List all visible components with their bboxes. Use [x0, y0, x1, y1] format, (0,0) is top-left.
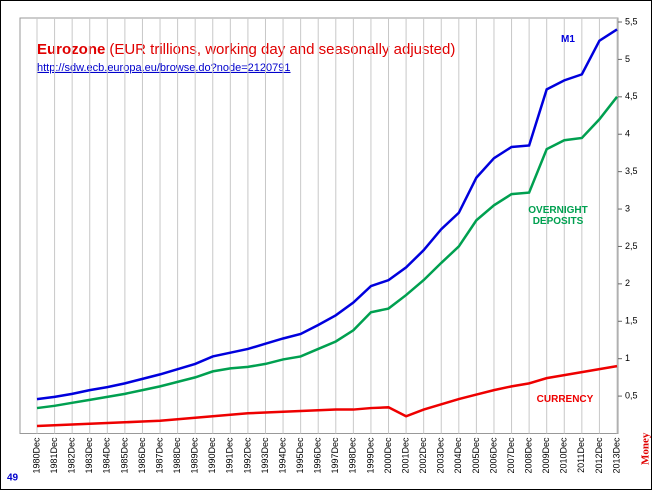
x-tick-label: 1988Dec — [172, 437, 182, 474]
y-tick-label: 2 — [625, 278, 630, 288]
x-tick-label: 2009Dec — [541, 437, 551, 474]
series-line — [36, 96, 618, 410]
series-label: CURRENCY — [536, 394, 594, 405]
y-tick-label: 0,5 — [625, 390, 638, 400]
x-tick-label: 2008Dec — [523, 437, 533, 474]
x-tick-label: 2010Dec — [559, 437, 569, 474]
x-tick-label: 2007Dec — [506, 437, 516, 474]
y-tick-label: 5,5 — [625, 16, 638, 26]
x-tick-label: 1994Dec — [277, 437, 287, 474]
x-tick-label: 1996Dec — [313, 437, 323, 474]
series-label: M1 — [561, 34, 575, 45]
side-label: Money — [640, 432, 652, 465]
x-tick-label: 1989Dec — [190, 437, 200, 474]
y-tick-label: 5 — [625, 54, 630, 64]
x-tick-label: 2005Dec — [471, 437, 481, 474]
x-tick-label: 2012Dec — [594, 437, 604, 474]
title-bold: Eurozone — [37, 41, 105, 58]
x-tick-label: 1981Dec — [49, 437, 59, 474]
y-tick-label: 4 — [625, 129, 630, 139]
x-tick-label: 1983Dec — [84, 437, 94, 474]
x-tick-label: 2002Dec — [418, 437, 428, 474]
x-tick-label: 1993Dec — [260, 437, 270, 474]
y-tick-label: 3,5 — [625, 166, 638, 176]
plot-frame — [19, 17, 619, 434]
subtitle: (EUR trillions, working day and seasonal… — [109, 41, 455, 58]
y-tick-label: 1,5 — [625, 316, 638, 326]
x-tick-label: 1991Dec — [225, 437, 235, 474]
y-tick-label: 1 — [625, 353, 630, 363]
y-tick-label: 4,5 — [625, 91, 638, 101]
x-tick-label: 1997Dec — [330, 437, 340, 474]
x-tick-label: 2004Dec — [453, 437, 463, 474]
x-tick-label: 1980Dec — [31, 437, 41, 474]
x-tick-label: 1998Dec — [348, 437, 358, 474]
x-tick-label: 1982Dec — [67, 437, 77, 474]
x-tick-label: 1995Dec — [295, 437, 305, 474]
x-tick-label: 1992Dec — [242, 437, 252, 474]
x-tick-label: 2003Dec — [436, 437, 446, 474]
x-tick-label: 2000Dec — [383, 437, 393, 474]
series-line — [36, 28, 618, 401]
x-tick-label: 2001Dec — [400, 437, 410, 474]
x-tick-label: 1999Dec — [365, 437, 375, 474]
series-line — [36, 364, 618, 428]
y-tick-label: 3 — [625, 203, 630, 213]
chart-title: Eurozone (EUR trillions, working day and … — [37, 41, 455, 58]
x-tick-label: 1990Dec — [207, 437, 217, 474]
page-number: 49 — [7, 473, 19, 484]
x-tick-label: 1986Dec — [137, 437, 147, 474]
x-tick-label: 1987Dec — [154, 437, 164, 474]
x-tick-label: 2013Dec — [611, 437, 621, 474]
x-tick-label: 1985Dec — [119, 437, 129, 474]
series-label: OVERNIGHT DEPOSITS — [528, 205, 588, 227]
x-tick-label: 1984Dec — [102, 437, 112, 474]
x-tick-label: 2006Dec — [488, 437, 498, 474]
y-tick-label: 2,5 — [625, 241, 638, 251]
source-link[interactable]: http://sdw.ecb.europa.eu/browse.do?node=… — [37, 62, 291, 74]
x-tick-label: 2011Dec — [576, 437, 586, 473]
